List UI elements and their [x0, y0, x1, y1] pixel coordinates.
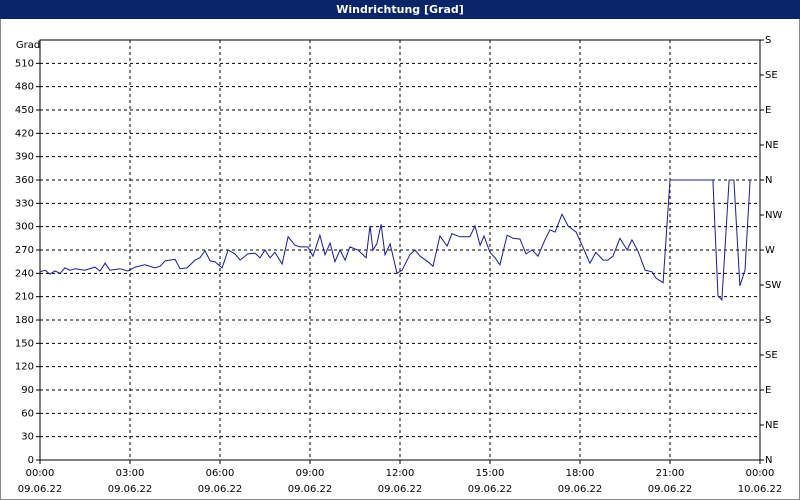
- y2-tick-label: S: [765, 315, 771, 326]
- x-tick-label: 03:00: [116, 468, 145, 479]
- x-tick-date: 09.06.22: [198, 484, 243, 495]
- y-tick-label: 90: [21, 385, 34, 396]
- y2-tick-label: SW: [765, 280, 781, 291]
- x-tick-label: 12:00: [386, 468, 415, 479]
- y2-tick-label: W: [765, 245, 775, 256]
- x-tick-label: 15:00: [476, 468, 505, 479]
- y-tick-label: 240: [15, 268, 34, 279]
- title-bar: [0, 0, 800, 19]
- y-tick-label: 150: [15, 338, 34, 349]
- y2-tick-label: N: [765, 175, 772, 186]
- y-tick-label: 0: [28, 455, 34, 466]
- x-tick-label: 09:00: [296, 468, 325, 479]
- y2-tick-label: NE: [765, 420, 779, 431]
- y2-tick-label: N: [765, 455, 772, 466]
- chart-title: Windrichtung [Grad]: [336, 3, 464, 16]
- x-tick-date: 09.06.22: [108, 484, 153, 495]
- y-tick-label: 480: [15, 82, 34, 93]
- y-tick-label: 180: [15, 315, 34, 326]
- x-tick-label: 18:00: [566, 468, 595, 479]
- data-line: [39, 179, 752, 301]
- y2-tick-label: SE: [765, 350, 778, 361]
- x-tick-date: 10.06.22: [738, 484, 783, 495]
- y-tick-label: 360: [15, 175, 34, 186]
- x-tick-date: 09.06.22: [468, 484, 513, 495]
- y-tick-label: 60: [21, 408, 34, 419]
- y2-tick-label: NE: [765, 140, 779, 151]
- y-tick-label: 390: [15, 152, 34, 163]
- x-tick-date: 09.06.22: [648, 484, 693, 495]
- y-tick-label: 120: [15, 362, 34, 373]
- x-tick-label: 21:00: [656, 468, 685, 479]
- x-tick-label: 00:00: [746, 468, 775, 479]
- y-tick-label: 30: [21, 432, 34, 443]
- y-tick-label: 270: [15, 245, 34, 256]
- y-tick-label: 450: [15, 105, 34, 116]
- y-tick-label: 300: [15, 222, 34, 233]
- y2-tick-label: E: [765, 385, 771, 396]
- x-tick-label: 06:00: [206, 468, 235, 479]
- y-tick-label: 420: [15, 128, 34, 139]
- y2-tick-label: E: [765, 105, 771, 116]
- x-tick-date: 09.06.22: [288, 484, 333, 495]
- y-tick-label: 510: [15, 58, 34, 69]
- x-tick-date: 09.06.22: [558, 484, 603, 495]
- x-tick-date: 09.06.22: [18, 484, 63, 495]
- x-tick-date: 09.06.22: [378, 484, 423, 495]
- x-tick-label: 00:00: [26, 468, 55, 479]
- y-tick-label: 210: [15, 292, 34, 303]
- y-tick-label: 330: [15, 198, 34, 209]
- y-axis-label: Grad: [16, 40, 40, 51]
- y2-tick-label: SE: [765, 70, 778, 81]
- y2-tick-label: S: [765, 35, 771, 46]
- y2-tick-label: NW: [765, 210, 782, 221]
